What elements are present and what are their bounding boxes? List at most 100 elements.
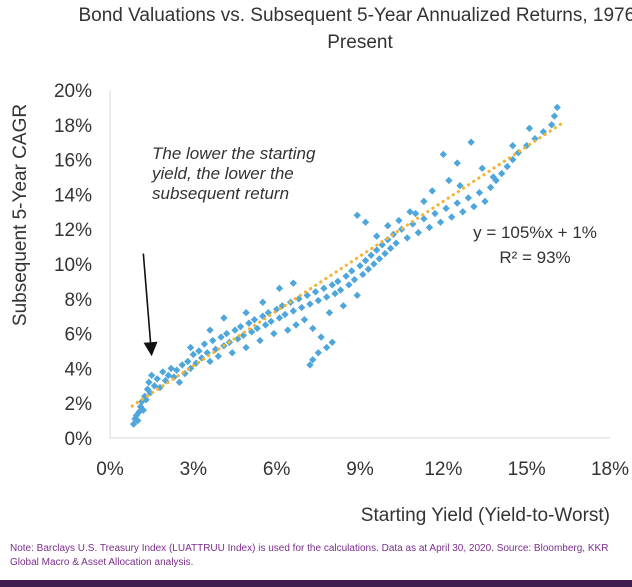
data-point — [328, 338, 336, 346]
annotation-text: The lower the starting — [152, 144, 316, 163]
data-point — [339, 302, 348, 310]
data-point — [195, 347, 203, 355]
data-point — [314, 296, 323, 305]
data-point — [256, 336, 264, 345]
data-point — [242, 309, 250, 317]
data-point — [236, 322, 245, 331]
data-point — [475, 188, 484, 197]
footnote: Note: Barclays U.S. Treasury Index (LUAT… — [10, 543, 609, 568]
data-point — [284, 326, 292, 334]
data-point — [328, 281, 336, 289]
data-point — [331, 289, 339, 298]
data-point — [214, 352, 223, 360]
data-point — [350, 275, 359, 284]
y-tick-label: 6% — [65, 325, 93, 346]
data-point — [375, 255, 384, 263]
data-point — [322, 293, 331, 301]
chart-title: Bond Valuations vs. Subsequent 5-Year An… — [78, 5, 632, 53]
y-tick-label: 0% — [65, 429, 93, 450]
data-point — [147, 371, 156, 380]
data-point — [159, 368, 167, 376]
data-point — [250, 316, 259, 324]
data-point — [347, 267, 356, 275]
data-point — [164, 371, 173, 380]
y-tick-label: 20% — [54, 81, 92, 102]
x-tick-label: 6% — [263, 459, 291, 480]
annotation-arrow-head — [143, 341, 158, 357]
data-point — [281, 310, 289, 319]
data-point — [297, 303, 306, 312]
data-point — [425, 223, 434, 232]
data-point — [317, 333, 325, 341]
data-point — [292, 321, 300, 329]
data-point — [275, 284, 284, 293]
y-tick-label: 8% — [65, 290, 93, 311]
data-point — [420, 197, 428, 206]
data-point — [489, 173, 498, 181]
data-point — [142, 396, 150, 404]
data-point — [378, 241, 386, 249]
data-point — [206, 357, 214, 366]
data-point — [270, 329, 278, 338]
y-tick-label: 4% — [65, 359, 93, 380]
data-point — [447, 213, 456, 221]
y-tick-label: 10% — [54, 255, 92, 276]
data-point — [150, 382, 159, 390]
data-point — [320, 284, 328, 293]
data-point — [359, 270, 367, 279]
data-point — [267, 317, 275, 326]
data-point — [231, 326, 239, 334]
data-point — [311, 288, 320, 296]
equation-label: y = 105%x + 1% — [473, 223, 597, 242]
chart-labels: Subsequent 5-Year CAGR Starting Yield (Yi… — [10, 104, 610, 526]
data-point — [553, 103, 561, 112]
data-point — [309, 356, 317, 364]
data-point — [172, 366, 181, 374]
data-point — [209, 336, 217, 345]
data-point — [222, 329, 231, 338]
data-point — [334, 277, 342, 286]
data-point — [439, 150, 448, 159]
data-point — [381, 249, 389, 258]
data-point — [184, 357, 192, 366]
data-point — [361, 218, 370, 226]
data-point — [206, 326, 214, 334]
y-tick-label: 2% — [65, 394, 93, 415]
data-point — [503, 162, 511, 171]
y-axis-title: Subsequent 5-Year CAGR — [10, 104, 31, 326]
annotation-text: subsequent return — [152, 184, 289, 203]
data-point — [306, 361, 314, 369]
trendline-layer — [130, 121, 565, 408]
data-point — [353, 211, 361, 219]
data-point — [436, 218, 445, 226]
data-point — [531, 135, 539, 143]
data-point — [242, 343, 250, 352]
data-point — [411, 209, 420, 218]
data-point — [167, 364, 175, 373]
data-point — [309, 324, 317, 333]
y-tick-label: 16% — [54, 151, 92, 172]
data-point — [464, 194, 473, 202]
data-point — [478, 164, 486, 172]
data-point — [228, 349, 236, 357]
data-point — [153, 375, 161, 383]
x-tick-label: 12% — [424, 459, 462, 480]
data-point — [186, 343, 195, 352]
x-tick-label: 9% — [346, 459, 374, 480]
data-point — [345, 281, 353, 289]
data-point — [361, 256, 370, 265]
data-point — [420, 215, 428, 223]
trendline — [130, 121, 565, 408]
x-tick-label: 3% — [180, 459, 208, 480]
data-point — [442, 204, 450, 212]
data-point — [453, 159, 461, 167]
data-point — [275, 314, 284, 322]
data-point — [395, 216, 403, 225]
data-point — [261, 321, 270, 329]
data-point — [336, 286, 345, 294]
annotation-arrow-shaft — [142, 253, 152, 343]
data-point — [370, 260, 378, 268]
x-tick-label: 0% — [96, 459, 124, 480]
data-point — [392, 239, 400, 247]
x-tick-label: 15% — [508, 459, 546, 480]
